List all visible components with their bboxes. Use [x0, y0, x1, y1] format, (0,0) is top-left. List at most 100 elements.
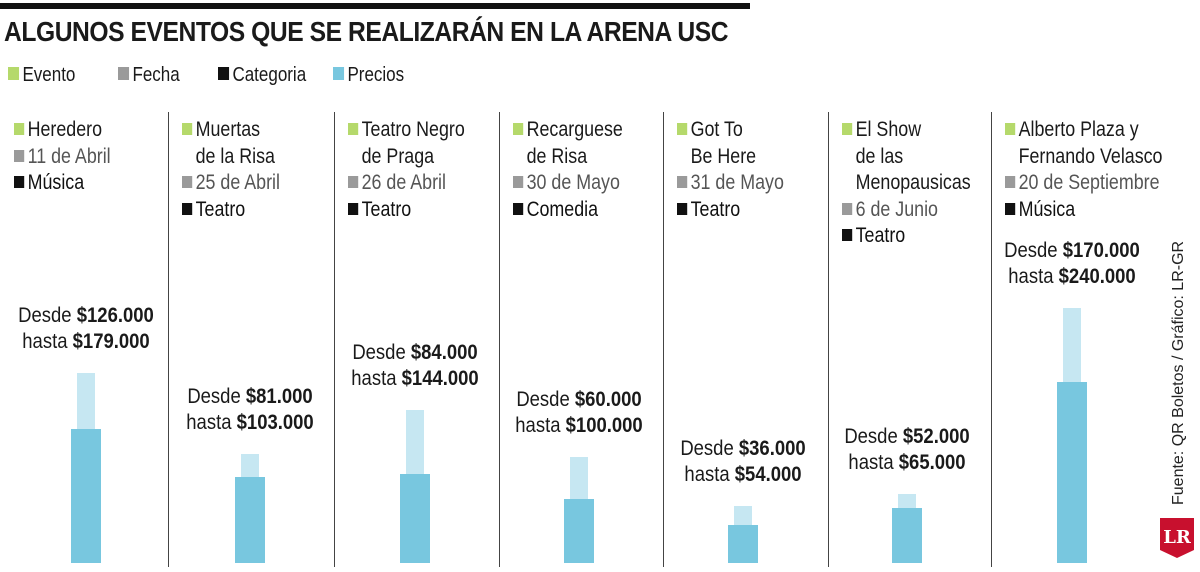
event-column: Muertas de la Risa 25 de Abril Teatro: [168, 112, 334, 567]
date-swatch: [842, 202, 853, 215]
price-low-value: $81.000: [245, 384, 313, 408]
price-high-line: hasta $54.000: [668, 462, 818, 488]
event-swatch: [513, 123, 524, 135]
price-high-value: $240.000: [1058, 265, 1136, 288]
price-high-line: hasta $240.000: [997, 264, 1147, 290]
column-divider: [663, 112, 664, 567]
price-high-line: hasta $103.000: [175, 410, 325, 436]
category-swatch: [677, 202, 688, 215]
event-date-text: 26 de Abril: [361, 171, 446, 194]
event-category: Comedia: [513, 196, 598, 223]
event-date: 31 de Mayo: [677, 169, 784, 196]
bar-low-segment: [728, 524, 758, 563]
event-date-text: 6 de Junio: [855, 197, 938, 221]
price-low-prefix: Desde: [680, 436, 739, 460]
price-low-prefix: Desde: [516, 387, 575, 411]
date-swatch: [348, 176, 359, 188]
event-category: Teatro: [182, 196, 245, 223]
event-name-text: Recarguese: [526, 118, 623, 141]
price-high-value: $100.000: [565, 413, 643, 437]
event-name-line: Menopausicas: [842, 169, 971, 196]
price-high-value: $54.000: [734, 462, 802, 486]
legend-swatch-fecha: [118, 67, 130, 80]
event-name-line: de Praga: [348, 143, 434, 170]
event-name-line: Recarguese: [513, 116, 623, 143]
price-label: Desde $84.000 hasta $144.000: [340, 340, 490, 392]
event-swatch: [1005, 123, 1016, 135]
event-date: 25 de Abril: [182, 169, 280, 196]
event-column: Heredero 11 de Abril Música: [0, 112, 168, 567]
event-name-text: Be Here: [690, 144, 757, 168]
event-column: Got To Be Here 31 de Mayo Teatro: [663, 112, 828, 567]
price-low-line: Desde $60.000: [504, 387, 654, 413]
event-date: 30 de Mayo: [513, 169, 620, 196]
category-swatch: [1005, 202, 1016, 215]
event-date: 11 de Abril: [14, 143, 111, 170]
date-swatch: [14, 149, 25, 162]
event-swatch: [348, 123, 359, 135]
category-swatch: [182, 202, 193, 215]
legend-item-precios: Precios: [333, 64, 404, 87]
event-name-line: Alberto Plaza y: [1005, 116, 1139, 143]
event-date: 20 de Septiembre: [1005, 169, 1160, 196]
event-name-line: Fernando Velasco: [1005, 143, 1163, 170]
event-date: 26 de Abril: [348, 169, 446, 196]
legend-label: Evento: [22, 64, 76, 86]
price-low-value: $36.000: [738, 436, 806, 460]
price-high-prefix: hasta: [515, 413, 566, 437]
bar-low-segment: [71, 429, 101, 563]
event-swatch: [677, 123, 688, 135]
price-label: Desde $170.000 hasta $240.000: [997, 238, 1147, 290]
event-date-text: 31 de Mayo: [690, 171, 784, 194]
event-category-text: Comedia: [526, 197, 599, 221]
date-swatch: [513, 176, 524, 188]
event-name-text: Teatro Negro: [361, 118, 465, 141]
price-low-line: Desde $52.000: [832, 424, 982, 450]
date-swatch: [1005, 176, 1016, 188]
legend-item-evento: Evento: [8, 64, 75, 87]
event-name-text: Heredero: [27, 118, 103, 141]
price-label: Desde $81.000 hasta $103.000: [175, 384, 325, 436]
column-divider: [334, 112, 335, 567]
price-low-prefix: Desde: [1004, 239, 1063, 262]
event-name-line: Got To: [677, 116, 743, 143]
event-category: Teatro: [677, 196, 740, 223]
legend-swatch-evento: [8, 67, 20, 80]
bar-low-segment: [564, 499, 594, 563]
legend-label: Precios: [347, 64, 405, 86]
price-low-value: $84.000: [410, 341, 478, 364]
event-date: 6 de Junio: [842, 196, 938, 223]
legend-item-fecha: Fecha: [118, 64, 180, 87]
event-swatch: [14, 123, 25, 135]
price-low-value: $52.000: [902, 424, 970, 448]
event-column: Alberto Plaza y Fernando Velasco 20 de Sep…: [991, 112, 1171, 567]
category-swatch: [348, 202, 359, 215]
price-high-line: hasta $65.000: [832, 450, 982, 476]
price-low-line: Desde $84.000: [340, 340, 490, 366]
legend-swatch-categoria: [218, 67, 230, 80]
event-name-text: Muertas: [195, 118, 261, 141]
event-name-text: Alberto Plaza y: [1018, 118, 1139, 141]
event-category-text: Música: [1018, 197, 1076, 221]
legend-label: Fecha: [132, 64, 180, 86]
event-name-text: El Show: [855, 118, 922, 141]
price-high-value: $65.000: [898, 450, 966, 474]
price-low-value: $126.000: [76, 303, 154, 327]
legend-swatch-precios: [333, 67, 345, 80]
event-column: El Show de las Menopausicas 6 de Junio Teatr…: [828, 112, 991, 567]
price-low-prefix: Desde: [187, 384, 246, 408]
price-low-line: Desde $36.000: [668, 436, 818, 462]
event-name-line: El Show: [842, 116, 921, 143]
price-low-line: Desde $126.000: [11, 303, 161, 329]
price-high-line: hasta $179.000: [11, 329, 161, 355]
category-swatch: [842, 229, 853, 241]
price-low-line: Desde $170.000: [997, 238, 1147, 264]
price-label: Desde $126.000 hasta $179.000: [11, 303, 161, 355]
event-category-text: Teatro: [195, 197, 246, 221]
bar-low-segment: [235, 476, 265, 563]
event-name-line: Muertas: [182, 116, 260, 143]
column-divider: [499, 112, 500, 567]
price-low-prefix: Desde: [18, 303, 77, 327]
bar-low-segment: [1057, 382, 1087, 563]
legend-label: Categoria: [232, 64, 307, 86]
